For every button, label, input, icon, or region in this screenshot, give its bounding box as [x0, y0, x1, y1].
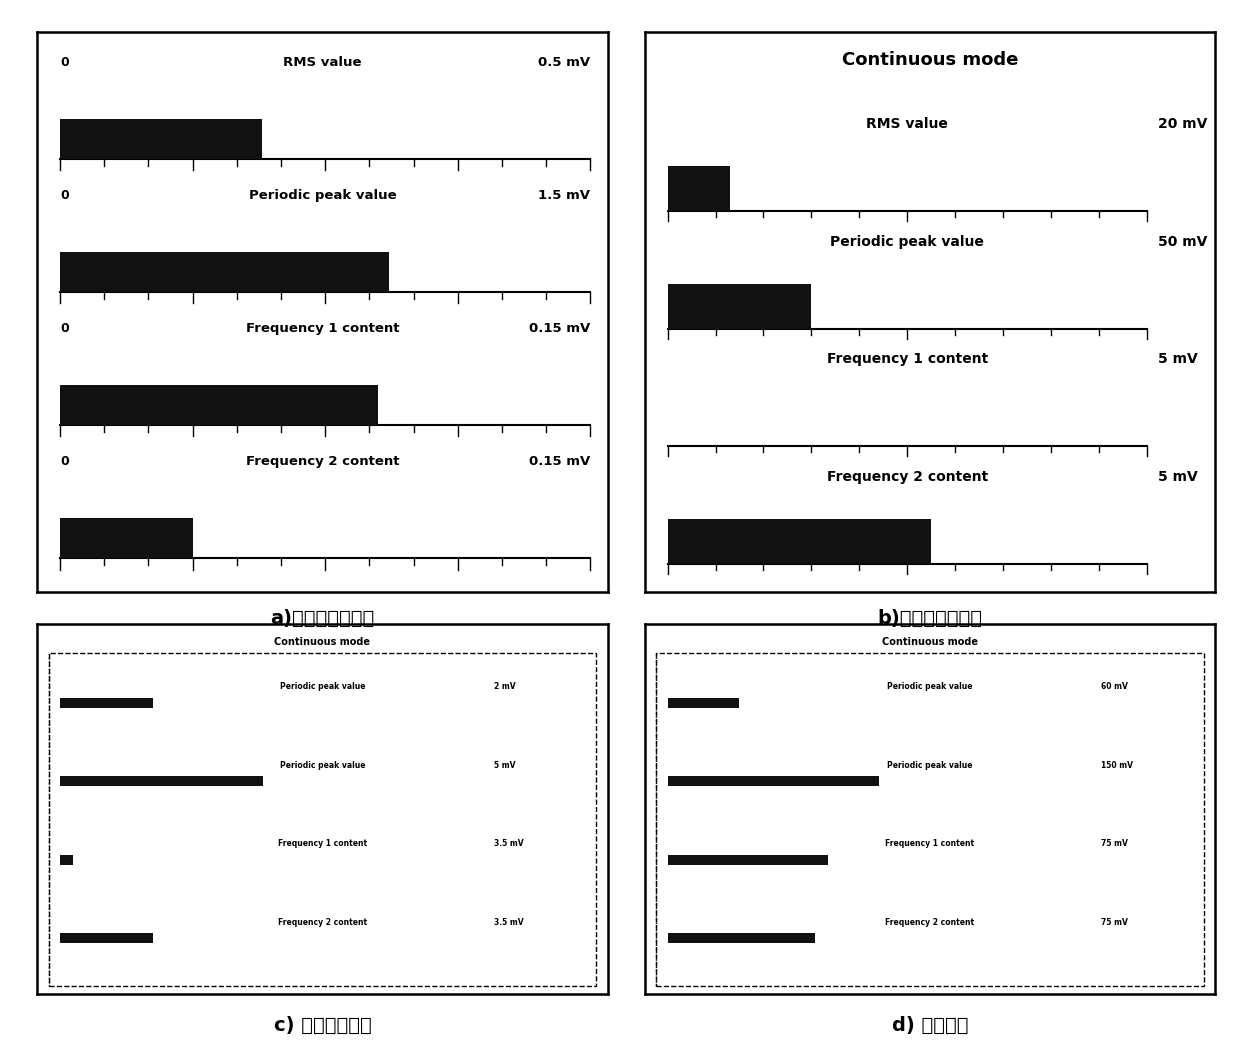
Text: Continuous mode: Continuous mode [842, 52, 1018, 70]
Text: Periodic peak value: Periodic peak value [831, 235, 985, 248]
Bar [667, 698, 739, 707]
Text: 5 mV: 5 mV [1158, 352, 1198, 367]
Bar [60, 855, 73, 865]
Text: Periodic peak value: Periodic peak value [280, 761, 365, 769]
Text: 0: 0 [60, 322, 68, 335]
Text: 0.5 mV: 0.5 mV [538, 56, 590, 69]
Text: 150 mV: 150 mV [1101, 761, 1133, 769]
Text: 0.15 mV: 0.15 mV [529, 456, 590, 468]
Text: Periodic peak value: Periodic peak value [248, 189, 397, 202]
Text: 20 mV: 20 mV [1158, 117, 1208, 131]
Bar [60, 386, 378, 425]
Text: Frequency 1 content: Frequency 1 content [827, 352, 988, 367]
Text: 75 mV: 75 mV [1101, 839, 1128, 849]
Text: Frequency 1 content: Frequency 1 content [246, 322, 399, 335]
Bar [60, 253, 389, 292]
Text: Periodic peak value: Periodic peak value [888, 682, 972, 691]
Text: RMS value: RMS value [867, 117, 949, 131]
Text: 75 mV: 75 mV [1101, 917, 1128, 927]
Text: Frequency 2 content: Frequency 2 content [278, 917, 367, 927]
Bar [60, 698, 153, 707]
Bar [667, 519, 931, 564]
Text: 0: 0 [60, 56, 68, 69]
Text: c) 空气气隙缺陷: c) 空气气隙缺陷 [274, 1016, 371, 1035]
Text: 3.5 mV: 3.5 mV [494, 917, 523, 927]
Text: 50 mV: 50 mV [1158, 235, 1208, 248]
Bar [667, 776, 879, 786]
Bar [60, 119, 262, 160]
Text: 60 mV: 60 mV [1101, 682, 1128, 691]
Text: 2 mV: 2 mV [494, 682, 515, 691]
Text: 0.15 mV: 0.15 mV [529, 322, 590, 335]
Bar [667, 855, 828, 865]
Text: 0: 0 [60, 456, 68, 468]
Bar [667, 166, 730, 211]
Text: 3.5 mV: 3.5 mV [494, 839, 523, 849]
Bar [60, 933, 153, 944]
Bar [60, 518, 192, 558]
Text: Periodic peak value: Periodic peak value [280, 682, 365, 691]
Text: Continuous mode: Continuous mode [274, 636, 371, 647]
Text: Continuous mode: Continuous mode [882, 636, 978, 647]
Text: Frequency 1 content: Frequency 1 content [885, 839, 975, 849]
Text: Frequency 2 content: Frequency 2 content [246, 456, 399, 468]
Text: 0: 0 [60, 189, 68, 202]
Bar [667, 933, 816, 944]
Bar [60, 776, 263, 786]
Text: a)金属突出物缺陷: a)金属突出物缺陷 [270, 609, 374, 628]
Text: Frequency 1 content: Frequency 1 content [278, 839, 367, 849]
Text: 5 mV: 5 mV [494, 761, 515, 769]
Text: b)金属悬浮物缺陷: b)金属悬浮物缺陷 [878, 609, 982, 628]
Text: Periodic peak value: Periodic peak value [888, 761, 972, 769]
Text: 5 mV: 5 mV [1158, 470, 1198, 484]
Text: 1.5 mV: 1.5 mV [538, 189, 590, 202]
Text: RMS value: RMS value [283, 56, 362, 69]
Text: Frequency 2 content: Frequency 2 content [885, 917, 975, 927]
Bar [667, 284, 811, 329]
Text: Frequency 2 content: Frequency 2 content [827, 470, 988, 484]
Text: d) 振动信号: d) 振动信号 [892, 1016, 968, 1035]
